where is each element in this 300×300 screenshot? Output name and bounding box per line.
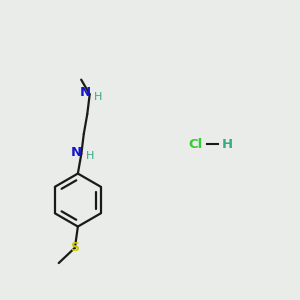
- Text: H: H: [222, 138, 233, 151]
- Text: Cl: Cl: [188, 138, 203, 151]
- Text: N: N: [80, 86, 91, 99]
- Text: H: H: [85, 151, 94, 161]
- Text: N: N: [70, 146, 82, 159]
- Text: H: H: [94, 92, 103, 102]
- Text: S: S: [70, 241, 80, 254]
